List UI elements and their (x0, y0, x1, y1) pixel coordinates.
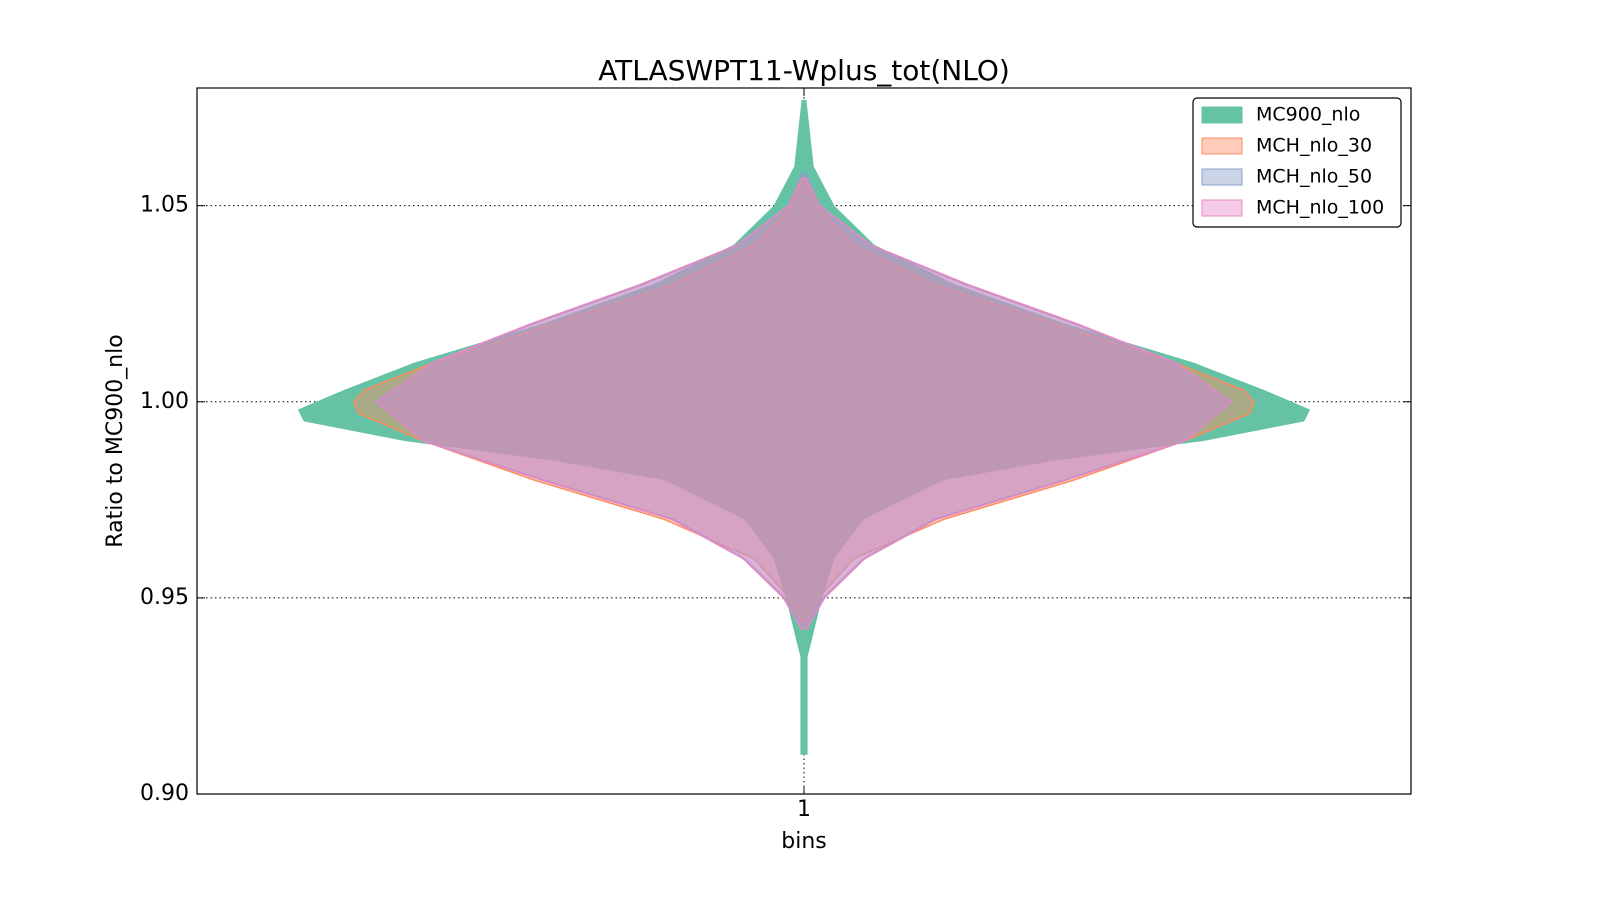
legend-label: MCH_nlo_100 (1256, 197, 1384, 219)
violin-body (297, 99, 1311, 755)
y-tick-label: 1.05 (140, 193, 189, 218)
legend-label: MC900_nlo (1256, 104, 1360, 126)
plot-frame (196, 87, 1412, 795)
chart-title: ATLASWPT11-Wplus_tot(NLO) (598, 54, 1010, 87)
y-axis-label: Ratio to MC900_nlo (103, 334, 128, 547)
legend-swatch (1201, 137, 1243, 155)
legend-swatch (1201, 106, 1243, 124)
x-tick-label: 1 (797, 797, 811, 822)
legend-swatch (1201, 168, 1243, 186)
y-tick-label: 0.95 (140, 585, 189, 610)
legend-label: MCH_nlo_50 (1256, 166, 1372, 188)
plot-area (196, 87, 1412, 795)
legend-swatch (1201, 199, 1243, 217)
y-tick-label: 1.00 (140, 389, 189, 414)
violin-body (375, 177, 1233, 631)
x-axis-label: bins (781, 829, 826, 854)
legend-label: MCH_nlo_30 (1256, 135, 1372, 157)
legend-box (1192, 97, 1402, 228)
y-tick-label: 0.90 (140, 781, 189, 806)
